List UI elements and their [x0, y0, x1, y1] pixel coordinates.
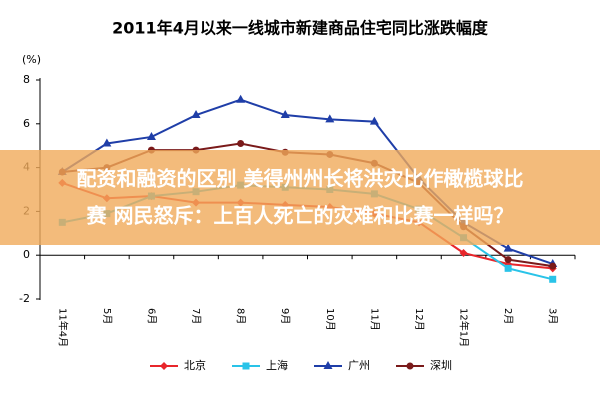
x-tick-label: 2月 — [502, 308, 514, 324]
legend-label: 上海 — [266, 358, 288, 372]
y-tick-label: -2 — [19, 292, 30, 305]
y-tick-label: 6 — [23, 117, 30, 130]
x-tick-label: 3月 — [547, 308, 559, 324]
marker — [459, 249, 468, 258]
x-tick-label: 8月 — [235, 308, 247, 324]
y-tick-label: 8 — [23, 73, 30, 86]
banner-text: 赛 网民怒斥：上百人死亡的灾难和比赛一样吗？ — [86, 204, 514, 228]
x-tick-label: 5月 — [101, 308, 113, 324]
marker — [549, 275, 557, 283]
marker — [549, 262, 557, 270]
banner-text: 配资和融资的区别 美得州州长将洪灾比作橄榄球比 — [77, 167, 524, 191]
x-tick-label: 11年4月 — [56, 308, 69, 347]
marker — [406, 362, 414, 370]
marker — [504, 264, 512, 272]
marker — [102, 138, 112, 147]
marker — [237, 140, 245, 148]
chart-title: 2011年4月以来一线城市新建商品住宅同比涨跌幅度 — [112, 19, 489, 38]
marker — [369, 116, 379, 125]
marker — [160, 362, 168, 370]
legend-label: 深圳 — [430, 359, 452, 372]
marker — [504, 256, 512, 264]
x-tick-label: 7月 — [190, 308, 202, 324]
x-tick-label: 11月 — [368, 308, 380, 331]
x-tick-label: 12月 — [413, 308, 425, 331]
marker — [236, 94, 246, 103]
y-axis-label: (%) — [22, 53, 41, 66]
y-tick-label: 0 — [23, 248, 30, 261]
marker — [242, 362, 250, 370]
x-tick-label: 10月 — [324, 308, 336, 331]
legend-label: 广州 — [348, 359, 370, 372]
marker — [146, 131, 156, 140]
marker — [191, 110, 201, 119]
marker — [325, 114, 335, 123]
banner-background — [0, 150, 600, 245]
legend-label: 北京 — [184, 358, 206, 372]
x-tick-label: 6月 — [145, 308, 157, 324]
x-tick-label: 9月 — [279, 308, 291, 324]
marker — [323, 361, 333, 369]
x-tick-label: 12年1月 — [458, 308, 471, 347]
marker — [280, 110, 290, 119]
marker — [503, 243, 513, 252]
